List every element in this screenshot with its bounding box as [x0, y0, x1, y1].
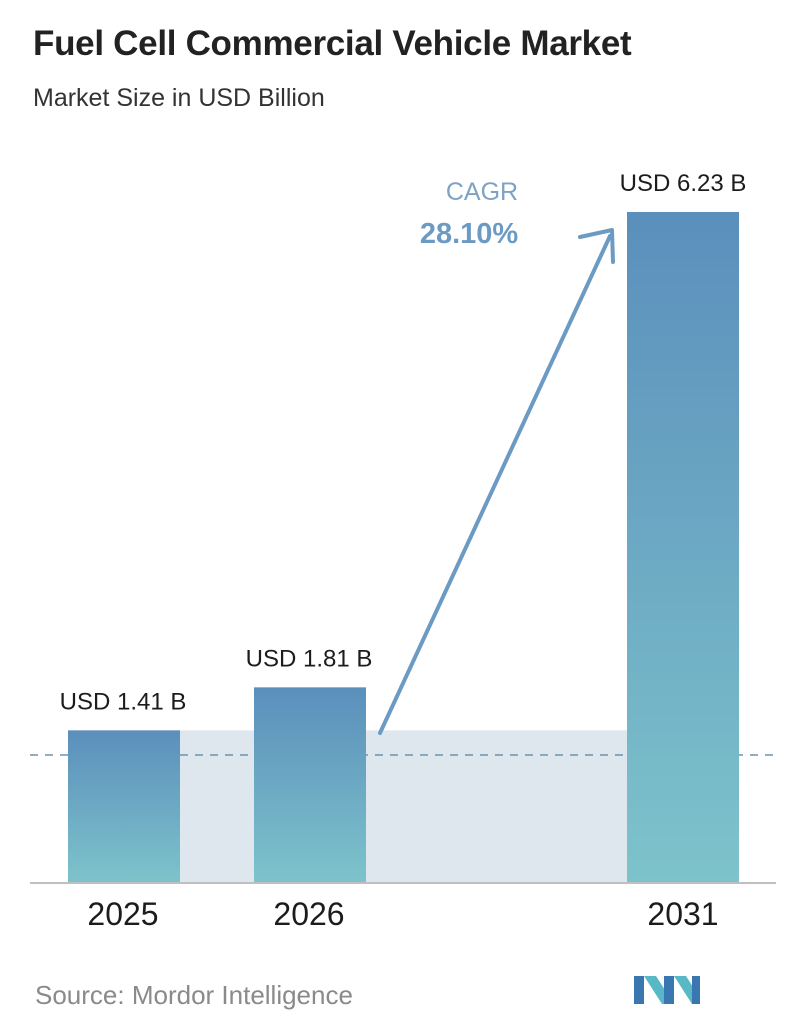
- cagr-label: CAGR: [446, 178, 518, 206]
- chart-subtitle: Market Size in USD Billion: [33, 84, 325, 112]
- mordor-intelligence-logo-icon: [634, 976, 700, 1004]
- x-tick-label-2031: 2031: [647, 896, 718, 932]
- bar-chart: USD 1.41 B 2025 USD 1.81 B 2026 USD 6.23 B 20…: [30, 170, 780, 932]
- bar-2025: [68, 730, 180, 882]
- cagr-arrow: [378, 228, 615, 735]
- source-text: Source: Mordor Intelligence: [35, 980, 353, 1010]
- data-label-2031: USD 6.23 B: [620, 170, 747, 197]
- data-label-2026: USD 1.81 B: [246, 645, 373, 672]
- x-tick-label-2026: 2026: [273, 896, 344, 932]
- bar-2031: [627, 212, 739, 882]
- x-tick-label-2025: 2025: [87, 896, 158, 932]
- cagr-value: 28.10%: [420, 218, 519, 250]
- bar-2026: [254, 687, 366, 882]
- data-label-2025: USD 1.41 B: [60, 688, 187, 715]
- chart-title: Fuel Cell Commercial Vehicle Market: [33, 24, 632, 63]
